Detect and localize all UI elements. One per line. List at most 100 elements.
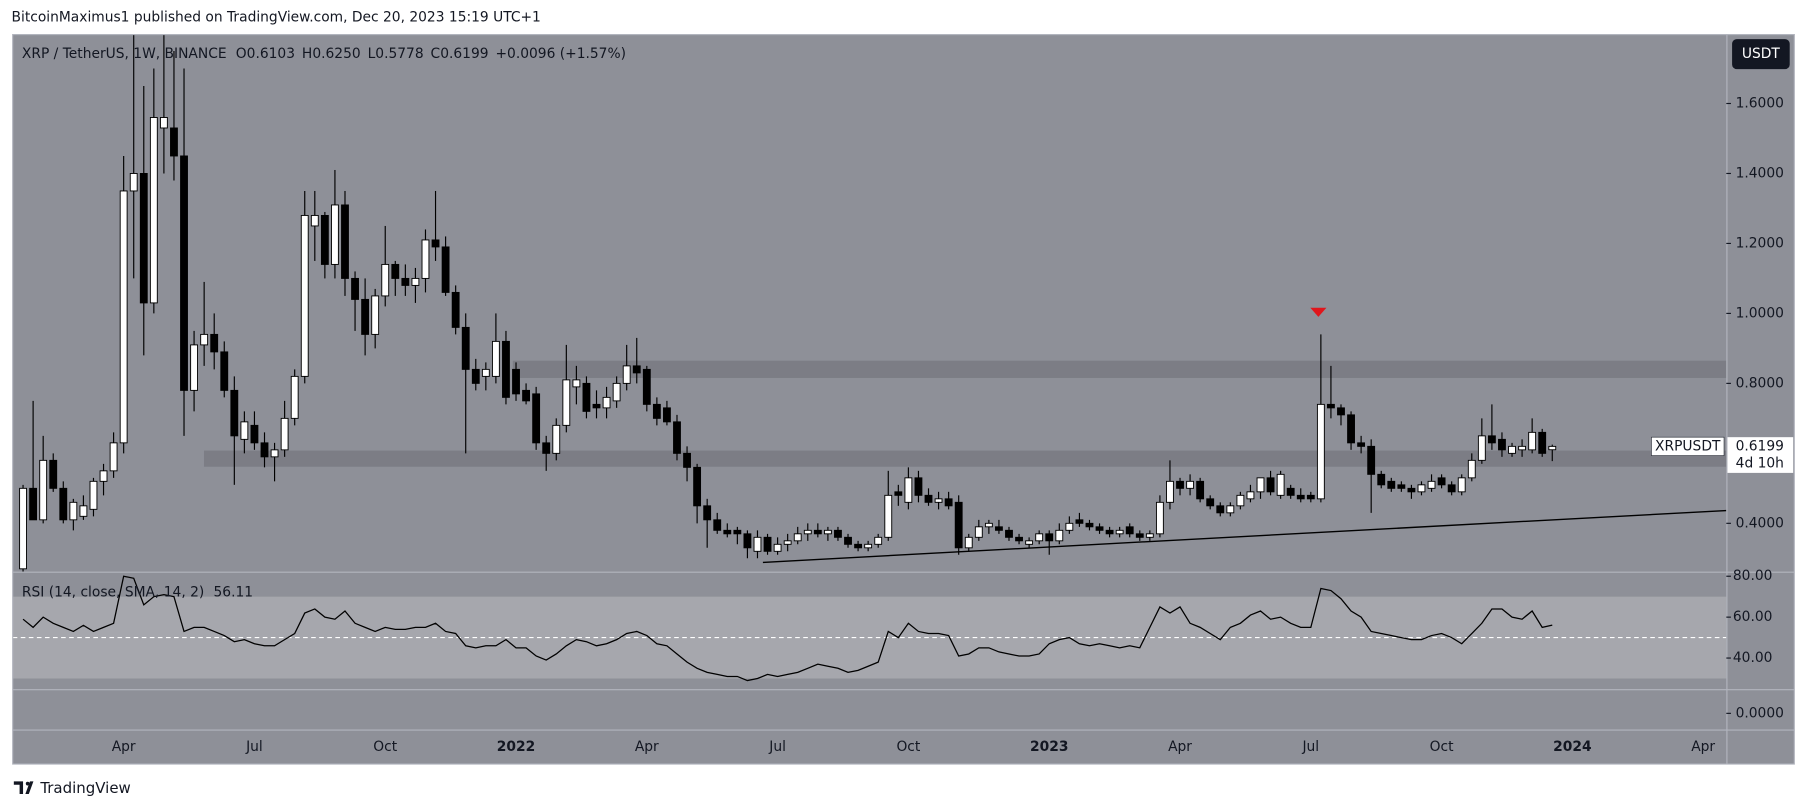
candle-body	[1125, 526, 1134, 535]
candle-body	[491, 340, 500, 377]
candle-body	[411, 277, 420, 286]
candle-body	[693, 466, 702, 507]
currency-label[interactable]: USDT	[1742, 46, 1781, 62]
candle-body	[1045, 533, 1054, 542]
candle-body	[924, 494, 933, 503]
x-tick-label: Oct	[896, 739, 920, 755]
candle-body	[29, 487, 38, 521]
candle-body	[1256, 477, 1265, 493]
footer-brand: TradingView	[39, 779, 130, 797]
candle-body	[230, 389, 239, 437]
candle-body	[592, 403, 601, 409]
price-pane	[19, 34, 1727, 572]
candle-body	[149, 117, 158, 304]
candle-body	[300, 214, 309, 377]
candle-body	[1266, 477, 1275, 493]
candle-body	[944, 498, 953, 507]
candle-body	[139, 173, 148, 304]
candle-body	[461, 326, 470, 370]
candle-body	[200, 333, 209, 346]
candle-body	[1407, 487, 1416, 493]
candle-body	[934, 498, 943, 503]
x-tick-label: Apr	[1691, 739, 1715, 755]
x-tick-label: Apr	[1168, 739, 1192, 755]
candle-body	[914, 477, 923, 496]
candle-body	[1095, 526, 1104, 531]
candle-body	[129, 173, 138, 192]
candle-body	[1397, 484, 1406, 489]
candle-body	[220, 351, 229, 391]
y-tick-label: 80.00	[1733, 568, 1773, 584]
candle-body	[1487, 435, 1496, 444]
candle-body	[904, 477, 913, 503]
candle-body	[1498, 438, 1506, 451]
x-tick-label: Jul	[768, 739, 786, 755]
logo-dot	[25, 781, 30, 786]
candle-body	[874, 536, 883, 545]
candle-body	[49, 459, 58, 489]
candle-body	[1115, 529, 1124, 535]
candle-body	[1015, 536, 1023, 542]
candle-body	[1035, 533, 1044, 542]
candle-body	[1528, 431, 1537, 451]
x-tick-label: Oct	[373, 739, 397, 755]
currency-button[interactable]	[1732, 39, 1790, 70]
candle-body	[552, 424, 561, 454]
candle-body	[995, 526, 1003, 531]
y-tick-label: 1.0000	[1736, 305, 1784, 321]
candle-body	[844, 536, 852, 545]
candle-body	[1296, 494, 1305, 500]
candle-body	[813, 529, 822, 535]
y-tick-label: 0.8000	[1736, 375, 1784, 391]
candle-body	[69, 501, 78, 521]
candle-body	[522, 389, 531, 402]
candle-body	[1065, 522, 1074, 531]
candle-body	[1447, 484, 1456, 493]
symbol-tag-label: XRPUSDT	[1655, 438, 1721, 454]
candle-body	[532, 393, 541, 444]
x-tick-label: Jul	[1301, 739, 1319, 755]
candle-body	[59, 487, 68, 521]
candle-body	[441, 246, 450, 293]
candle-body	[1538, 431, 1547, 454]
candle-body	[512, 368, 520, 395]
candle-body	[1518, 445, 1527, 451]
candle-body	[652, 403, 661, 419]
candle-body	[1075, 519, 1084, 524]
candle-body	[834, 529, 842, 538]
candle-body	[250, 424, 259, 444]
candle-body	[451, 291, 460, 328]
candle-body	[673, 421, 681, 454]
legend-value: 0.6103	[247, 46, 295, 62]
candle-body	[381, 263, 390, 297]
candle-body	[1387, 480, 1396, 489]
candle-body	[1377, 473, 1386, 486]
y-tick-label: 0.4000	[1736, 515, 1784, 531]
legend-value: 0.5778	[375, 46, 423, 62]
candle-body	[351, 277, 359, 300]
candle-body	[1357, 442, 1366, 447]
candle-body	[19, 487, 27, 570]
candle-body	[753, 536, 762, 552]
rsi-line	[22, 575, 1553, 682]
candle-body	[1206, 498, 1215, 507]
candle-body	[99, 470, 108, 482]
candle-body	[1477, 435, 1486, 461]
candle-body	[864, 543, 873, 549]
candle-body	[240, 421, 249, 440]
candle-body	[1085, 522, 1094, 528]
x-tick-label: Apr	[112, 739, 136, 755]
y-tick-label: 0.0000	[1736, 705, 1784, 721]
candle-body	[431, 239, 440, 248]
candle-body	[1427, 480, 1436, 489]
candle-body	[1306, 494, 1315, 500]
candle-body	[421, 239, 430, 279]
candle-body	[703, 505, 712, 521]
symbol-legend: XRP / TetherUS, 1W, BINANCE O0.6103 H0.625…	[22, 46, 626, 62]
candle-body	[783, 540, 792, 545]
last-price: 0.6199	[1736, 438, 1784, 454]
publish-info: BitcoinMaximus1 published on TradingView…	[12, 9, 541, 25]
candle-body	[884, 494, 893, 538]
symbol-title: XRP / TetherUS, 1W, BINANCE	[22, 46, 227, 62]
candle-body	[190, 344, 198, 391]
